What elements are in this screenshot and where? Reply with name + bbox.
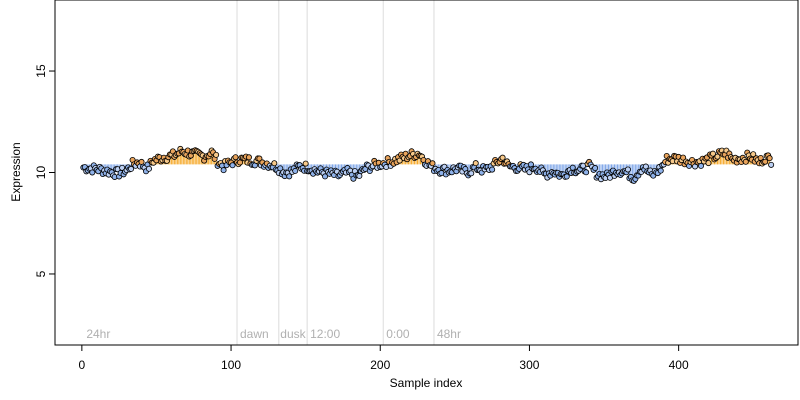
data-point-455 — [757, 154, 764, 161]
data-point-95 — [220, 167, 227, 174]
y-tick-label-15: 15 — [34, 64, 48, 78]
data-point-426 — [714, 153, 721, 160]
y-axis-title: Expression — [9, 142, 23, 201]
x-tick-label-300: 300 — [519, 358, 539, 372]
data-point-163 — [322, 173, 329, 180]
data-point-112 — [245, 154, 252, 161]
y-tick-label-5: 5 — [34, 270, 48, 277]
data-point-445 — [742, 158, 749, 165]
data-point-101 — [229, 162, 236, 169]
data-point-103 — [232, 154, 239, 161]
data-point-106 — [237, 159, 244, 166]
data-point-186 — [356, 172, 363, 179]
data-point-415 — [698, 162, 705, 169]
annotation-dawn: dawn — [240, 327, 269, 341]
data-point-264 — [472, 160, 479, 167]
data-point-423 — [709, 150, 716, 157]
annotation-dusk: dusk — [280, 327, 306, 341]
data-point-458 — [762, 158, 769, 165]
data-point-388 — [657, 167, 664, 174]
data-point-33 — [128, 165, 135, 172]
data-point-338 — [583, 169, 590, 176]
data-point-129 — [271, 160, 278, 167]
annotation-1200: 12:00 — [310, 327, 340, 341]
annotation-48hr: 48hr — [437, 327, 461, 341]
data-point-275 — [489, 166, 496, 173]
x-tick-label-400: 400 — [669, 358, 689, 372]
data-point-366 — [624, 166, 631, 173]
data-point-282 — [499, 154, 506, 161]
data-point-235 — [429, 160, 436, 167]
x-tick-label-0: 0 — [79, 358, 86, 372]
data-point-329 — [569, 164, 576, 171]
data-points — [80, 145, 775, 184]
x-tick-label-100: 100 — [221, 358, 241, 372]
data-point-150 — [302, 160, 309, 167]
x-axis: 0 100 200 300 400 — [79, 345, 689, 372]
data-point-344 — [592, 165, 599, 172]
annotation-24hr: 24hr — [86, 327, 110, 341]
y-tick-label-10: 10 — [34, 166, 48, 180]
y-axis: 5 10 15 — [34, 64, 55, 277]
time-annotations: 24hr dawn dusk 12:00 0:00 48hr — [86, 327, 461, 341]
x-tick-label-200: 200 — [370, 358, 390, 372]
data-point-420 — [705, 160, 712, 167]
annotation-000: 0:00 — [386, 327, 410, 341]
plot-frame — [54, 0, 799, 346]
data-point-90 — [213, 151, 220, 158]
data-point-119 — [256, 155, 263, 162]
data-point-261 — [468, 170, 475, 177]
data-point-133 — [277, 165, 284, 172]
data-point-40 — [138, 158, 145, 165]
x-axis-title: Sample index — [390, 376, 463, 390]
data-point-143 — [292, 167, 299, 174]
data-point-139 — [286, 173, 293, 180]
data-point-461 — [766, 155, 773, 162]
data-point-403 — [680, 154, 687, 161]
data-point-45 — [145, 165, 152, 172]
data-point-325 — [563, 173, 570, 180]
data-point-450 — [750, 151, 757, 158]
data-point-462 — [768, 161, 775, 168]
data-point-7 — [89, 169, 96, 176]
